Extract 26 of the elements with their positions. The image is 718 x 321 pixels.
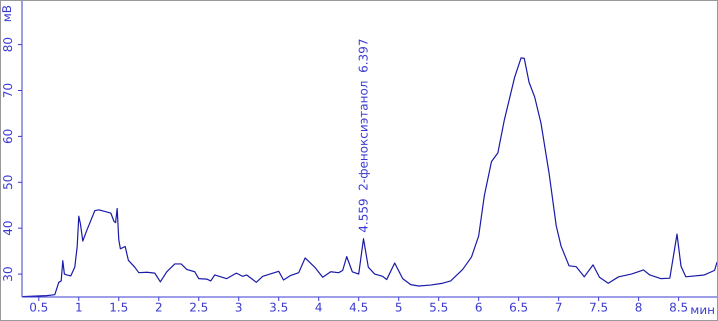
- x-tick-label: 8.5: [669, 300, 688, 315]
- x-tick-label: 3.5: [269, 300, 288, 315]
- x-tick-label: 4.5: [349, 300, 368, 315]
- x-tick-label: 6.5: [509, 300, 528, 315]
- y-tick-label: 60: [1, 128, 15, 144]
- x-tick-label: 5: [394, 300, 403, 315]
- x-tick-label: 7: [554, 300, 562, 315]
- x-tick-label: 3: [234, 300, 243, 315]
- x-tick-label: 4: [314, 300, 323, 315]
- y-axis-title: мВ: [0, 5, 14, 22]
- x-tick-label: 6: [474, 300, 482, 315]
- annotation: 4.559 2-феноксиэтанол 6.397: [356, 38, 370, 233]
- x-tick-label: 2.5: [189, 300, 208, 315]
- y-tick-label: 50: [1, 174, 15, 190]
- x-tick-label: 1.5: [109, 300, 128, 315]
- x-axis-title: мин: [690, 303, 715, 317]
- y-tick-label: 30: [1, 266, 15, 282]
- x-tick-label: 0.5: [29, 300, 48, 315]
- x-tick-label: 1: [74, 300, 83, 315]
- x-tick-label: 7.5: [589, 300, 608, 315]
- y-tick-label: 80: [1, 36, 15, 52]
- x-tick-label: 5.5: [429, 300, 448, 315]
- y-tick-label: 40: [1, 220, 15, 236]
- x-tick-label: 8: [634, 300, 642, 315]
- y-tick-label: 70: [1, 82, 15, 98]
- x-tick-label: 2: [154, 300, 163, 315]
